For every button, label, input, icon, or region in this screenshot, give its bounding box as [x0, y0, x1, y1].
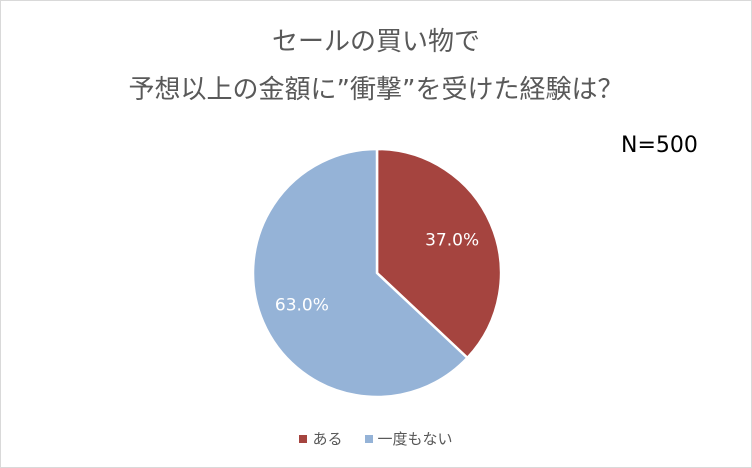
- pie-slice-0: [375, 147, 503, 360]
- data-label-0: 37.0%: [425, 230, 479, 250]
- legend-item-aru: ある: [299, 428, 343, 449]
- legend: ある 一度もない: [1, 428, 751, 449]
- chart-title-line-1: セールの買い物で: [271, 27, 480, 57]
- pie-slice-1: [251, 147, 469, 399]
- legend-item-ichido-mo-nai: 一度もない: [364, 428, 453, 449]
- legend-swatch-aru: [299, 434, 308, 443]
- legend-label-aru: ある: [312, 430, 343, 448]
- sample-size-note: N=500: [621, 133, 698, 158]
- chart-title-line-2: 予想以上の金額に”衝撃”を受けた経験は？: [128, 75, 624, 105]
- legend-swatch-ichido-mo-nai: [364, 434, 373, 443]
- data-label-1: 63.0%: [275, 296, 329, 316]
- legend-label-ichido-mo-nai: 一度もない: [377, 430, 453, 448]
